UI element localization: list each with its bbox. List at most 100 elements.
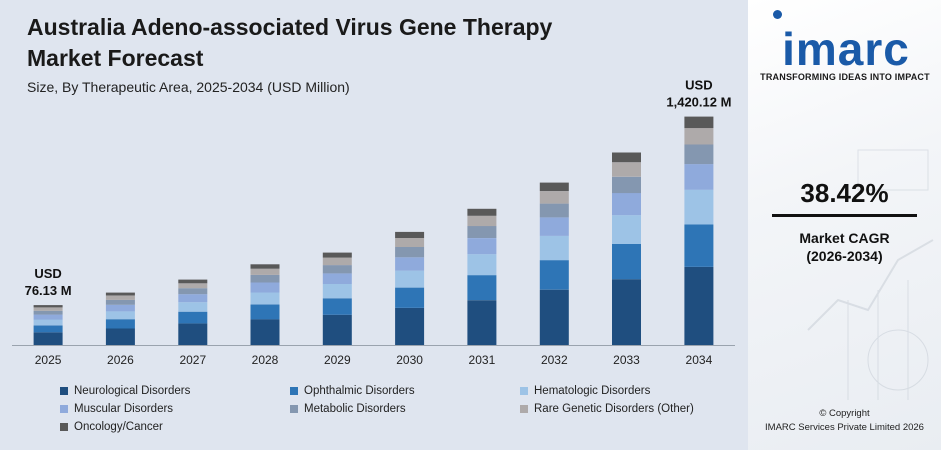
bar-segment-2031-s0 bbox=[467, 300, 497, 345]
bar-segment-2027-s0 bbox=[178, 323, 208, 345]
x-tick-label: 2031 bbox=[469, 353, 496, 367]
cagr-divider bbox=[772, 214, 917, 217]
bar-segment-2025-s4 bbox=[33, 310, 63, 315]
bar-segment-2033-s0 bbox=[612, 279, 641, 345]
bar-segment-2030-s5 bbox=[395, 238, 425, 247]
logo-tagline: TRANSFORMING IDEAS INTO IMPACT bbox=[760, 72, 930, 82]
copyright-line-1: © Copyright bbox=[819, 408, 870, 419]
x-tick-label: 2034 bbox=[686, 353, 713, 367]
bar-segment-2027-s2 bbox=[178, 302, 208, 312]
bar-segment-2026-s5 bbox=[105, 295, 135, 300]
bar-segment-2027-s1 bbox=[178, 311, 208, 324]
bar-segment-2026-s2 bbox=[105, 311, 135, 320]
bar-segment-2026-s0 bbox=[105, 328, 135, 345]
bar-segment-2027-s3 bbox=[178, 294, 208, 303]
legend-label: Ophthalmic Disorders bbox=[304, 385, 415, 397]
bar-segment-2026-s1 bbox=[105, 319, 135, 329]
bar-segment-2033-s3 bbox=[612, 193, 641, 216]
bar-segment-2025-s3 bbox=[33, 314, 63, 320]
bar-segment-2029-s6 bbox=[322, 252, 352, 258]
bar-segment-2027-s6 bbox=[178, 279, 208, 284]
legend-item: Muscular Disorders bbox=[60, 403, 173, 415]
bar-segment-2032-s3 bbox=[539, 217, 569, 236]
legend-item: Rare Genetic Disorders (Other) bbox=[520, 403, 694, 415]
legend-label: Muscular Disorders bbox=[74, 403, 174, 415]
bar-segment-2026-s6 bbox=[105, 292, 135, 296]
legend-swatch bbox=[520, 387, 528, 395]
bar-segment-2032-s4 bbox=[539, 203, 569, 218]
bar-segment-2033-s2 bbox=[612, 215, 641, 244]
bar-segment-2030-s4 bbox=[395, 247, 425, 258]
bar-segment-2034-s6 bbox=[684, 116, 714, 129]
copyright-line-2: IMARC Services Private Limited 2026 bbox=[765, 422, 924, 433]
copyright-notice: © Copyright IMARC Services Private Limit… bbox=[748, 407, 941, 435]
logo-dot-icon bbox=[773, 10, 782, 19]
bar-segment-2030-s6 bbox=[395, 231, 425, 238]
bar-segment-2029-s4 bbox=[322, 265, 352, 274]
legend-swatch bbox=[60, 387, 68, 395]
bar-segment-2030-s1 bbox=[395, 287, 425, 308]
chart-subtitle: Size, By Therapeutic Area, 2025-2034 (US… bbox=[27, 79, 350, 95]
bar-segment-2028-s3 bbox=[250, 282, 280, 293]
total-annotation-value: 1,420.12 M bbox=[666, 95, 731, 110]
bar-segment-2033-s5 bbox=[612, 162, 641, 177]
bar-segment-2026-s4 bbox=[105, 299, 135, 305]
bar-segment-2031-s4 bbox=[467, 226, 497, 238]
bar-segment-2029-s1 bbox=[322, 298, 352, 315]
chart-title-line-1: Australia Adeno-associated Virus Gene Th… bbox=[27, 14, 553, 40]
bar-segment-2029-s0 bbox=[322, 314, 352, 345]
bar-segment-2031-s2 bbox=[467, 254, 497, 276]
bar-segment-2026-s3 bbox=[105, 304, 135, 312]
bar-segment-2034-s5 bbox=[684, 128, 714, 145]
bar-segment-2031-s6 bbox=[467, 208, 497, 216]
x-tick-label: 2026 bbox=[107, 353, 134, 367]
cagr-period: (2026-2034) bbox=[806, 248, 883, 264]
imarc-logo: imarc bbox=[782, 23, 910, 75]
legend-swatch bbox=[290, 387, 298, 395]
bar-segment-2029-s3 bbox=[322, 273, 352, 284]
bar-segment-2032-s0 bbox=[539, 289, 569, 345]
bar-segment-2034-s4 bbox=[684, 144, 714, 165]
legend-item: Metabolic Disorders bbox=[290, 403, 406, 415]
legend-item: Neurological Disorders bbox=[60, 385, 190, 397]
bar-segment-2030-s0 bbox=[395, 308, 425, 345]
bar-segment-2030-s2 bbox=[395, 270, 425, 288]
bar-segment-2032-s1 bbox=[539, 260, 569, 290]
total-annotation-currency: USD bbox=[34, 266, 61, 281]
bar-segment-2028-s1 bbox=[250, 304, 280, 320]
legend-label: Metabolic Disorders bbox=[304, 403, 406, 415]
legend-item: Oncology/Cancer bbox=[60, 421, 163, 433]
bar-segment-2029-s5 bbox=[322, 257, 352, 266]
total-annotation-currency: USD bbox=[685, 78, 712, 93]
legend-label: Neurological Disorders bbox=[74, 385, 191, 397]
bar-segment-2034-s1 bbox=[684, 224, 714, 267]
cagr-value: 38.42% bbox=[800, 178, 889, 208]
bar-segment-2033-s1 bbox=[612, 244, 641, 280]
bar-segment-2025-s5 bbox=[33, 307, 63, 311]
background-decoration bbox=[807, 149, 934, 400]
bar-segment-2032-s5 bbox=[539, 191, 569, 204]
bar-segment-2034-s3 bbox=[684, 164, 714, 190]
bar-segment-2029-s2 bbox=[322, 284, 352, 299]
bar-segment-2028-s2 bbox=[250, 292, 280, 305]
stacked-bar-chart: 2025 2026 2027 2028 2029 2030 2031 2032 2033 2034… bbox=[12, 78, 735, 367]
bar-segment-2027-s5 bbox=[178, 283, 208, 289]
bar-segment-2032-s6 bbox=[539, 182, 569, 192]
bar-segment-2028-s4 bbox=[250, 274, 280, 283]
bar-segment-2030-s3 bbox=[395, 257, 425, 271]
total-annotation-value: 76.13 M bbox=[25, 283, 72, 298]
x-tick-label: 2028 bbox=[252, 353, 279, 367]
bar-segment-2031-s3 bbox=[467, 238, 497, 255]
legend-swatch bbox=[60, 405, 68, 413]
chart-title: Australia Adeno-associated Virus Gene Th… bbox=[27, 12, 717, 74]
bar-segment-2025-s0 bbox=[33, 332, 63, 345]
legend-swatch bbox=[520, 405, 528, 413]
bar-segment-2025-s6 bbox=[33, 305, 63, 308]
legend-swatch bbox=[60, 423, 68, 431]
bar-segment-2034-s2 bbox=[684, 189, 714, 225]
legend-label: Rare Genetic Disorders (Other) bbox=[534, 403, 694, 415]
legend-item: Hematologic Disorders bbox=[520, 385, 650, 397]
chart-title-line-2: Market Forecast bbox=[27, 45, 204, 71]
legend-swatch bbox=[290, 405, 298, 413]
branding-panel: imarc TRANSFORMING IDEAS INTO IMPACT 38.… bbox=[748, 0, 941, 450]
